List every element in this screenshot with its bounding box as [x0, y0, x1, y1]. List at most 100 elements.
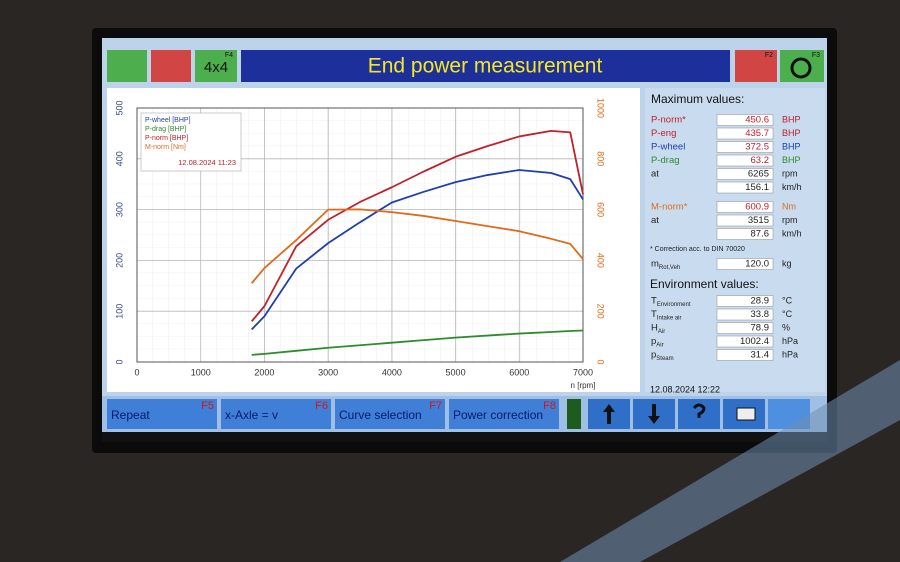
unit: BHP [782, 155, 801, 165]
legend-entry: M-norm [Nm] [145, 144, 186, 151]
series-line [250, 129, 584, 322]
legend [140, 112, 242, 172]
legend-entry: P-wheel [BHP] [145, 117, 191, 124]
key-label: F3 [812, 52, 820, 59]
value-label: P-eng [651, 128, 676, 139]
unit: % [782, 322, 790, 332]
value: 6265 [748, 169, 769, 180]
value-box [716, 141, 774, 153]
value-label: M-norm* [651, 202, 688, 213]
value-box [716, 258, 774, 270]
y-tick-label: 500 [114, 100, 124, 115]
value-box [716, 228, 774, 240]
value: 31.4 [751, 350, 770, 361]
value-label-sub: Intake air [657, 315, 682, 321]
button-label: x-Axle = v [225, 408, 278, 422]
toolbar-button[interactable] [449, 399, 559, 429]
x-tick-label: 6000 [509, 367, 529, 377]
y2-tick-label: 200 [596, 304, 606, 319]
unit: kg [782, 258, 792, 268]
x-axis-label: n [rpm] [571, 381, 596, 390]
value: 372.5 [745, 142, 769, 153]
tools: Repeat F5 x-Axle = v F6 Curve selection F7 Pow… [102, 360, 900, 562]
note: * Correction acc. to DIN 70020 [650, 246, 745, 253]
button-key: F8 [543, 400, 556, 412]
toolbar-button[interactable] [335, 399, 445, 429]
down-arrow [648, 404, 660, 424]
value: 600.9 [745, 202, 769, 213]
button-label: Repeat [111, 408, 150, 422]
page-title: End power measurement [368, 55, 603, 78]
value-label: at [651, 215, 659, 226]
value-label: at [651, 169, 659, 180]
legend-entry: P-drag [BHP] [145, 126, 186, 133]
value-box [716, 181, 774, 194]
button-key: F5 [201, 400, 214, 412]
value-box [716, 154, 774, 167]
value-box [716, 214, 774, 227]
key-label: F2 [765, 52, 773, 59]
toolbar-button[interactable] [107, 399, 217, 429]
value: 33.8 [751, 309, 770, 320]
value: 87.6 [751, 229, 770, 240]
value-label-sub: Air [658, 329, 665, 335]
value: 156.1 [745, 182, 769, 193]
x-tick-label: 4000 [382, 367, 402, 377]
value-box [716, 308, 774, 321]
unit: BHP [782, 128, 801, 138]
value-box [716, 114, 774, 126]
value-label-sub: Steam [656, 356, 673, 362]
value-label-sub: Rot,Veh [659, 265, 680, 271]
title-bar [241, 50, 730, 82]
y2-tick-label: 1000 [596, 98, 606, 118]
toolbar-button[interactable] [221, 399, 331, 429]
y2-tick-label: 0 [596, 359, 606, 364]
status-led [567, 399, 581, 429]
unit: °C [782, 295, 793, 305]
value-box [716, 322, 774, 334]
value-box [716, 295, 774, 307]
value: 450.6 [745, 115, 769, 126]
series-line [251, 329, 584, 356]
up-arrow [603, 404, 615, 424]
plot-frame [136, 107, 584, 363]
x-tick-label: 5000 [446, 367, 466, 377]
y-tick-label: 100 [114, 304, 124, 319]
f2-button[interactable] [735, 50, 777, 82]
engine-button[interactable] [151, 50, 191, 82]
y2-tick-label: 400 [596, 253, 606, 268]
y-tick-label: 300 [114, 202, 124, 217]
print-icon [736, 407, 756, 421]
value: 78.9 [751, 323, 770, 334]
x-tick-label: 1000 [191, 367, 211, 377]
button-label: Power correction [453, 408, 543, 422]
x-tick-label: 3000 [318, 367, 338, 377]
value-box [716, 127, 774, 140]
key-label: F4 [225, 52, 233, 59]
value-label-sub: Environment [657, 302, 691, 308]
unit: rpm [782, 168, 798, 178]
series-line [250, 208, 584, 284]
unit: hPa [782, 349, 798, 359]
mode-label: 4x4 [204, 59, 228, 76]
value: 1002.4 [740, 336, 769, 347]
value: 120.0 [745, 259, 769, 270]
unit: rpm [782, 215, 798, 225]
value-box [716, 168, 774, 180]
mode-button[interactable] [195, 50, 237, 82]
x-tick-label: 2000 [254, 367, 274, 377]
unit: km/h [782, 182, 802, 192]
value: 63.2 [751, 155, 770, 166]
glare [560, 360, 900, 562]
y-tick-label: 200 [114, 253, 124, 268]
x-tick-label: 7000 [573, 367, 593, 377]
value-label: P-wheel [651, 142, 685, 153]
value-box [716, 349, 774, 361]
thumb-button[interactable] [107, 50, 147, 82]
unit: Nm [782, 201, 796, 211]
chart: 0 1000 2000 3000 4000 5000 6000 700001002003004… [114, 98, 605, 390]
y2-tick-label: 600 [596, 202, 606, 217]
series-line [251, 169, 584, 331]
button-key: F7 [429, 400, 442, 412]
legend-entry: P-norm [BHP] [145, 135, 188, 142]
